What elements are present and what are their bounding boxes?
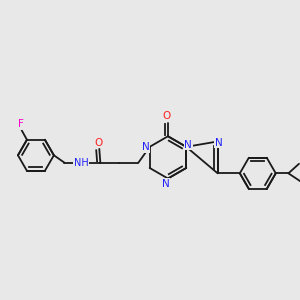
Text: N: N [142, 142, 149, 152]
Text: N: N [162, 179, 170, 189]
Text: F: F [18, 119, 23, 129]
Text: N: N [215, 137, 223, 148]
Text: O: O [94, 138, 102, 148]
Text: O: O [163, 111, 171, 121]
Text: NH: NH [74, 158, 89, 168]
Text: N: N [184, 140, 192, 150]
